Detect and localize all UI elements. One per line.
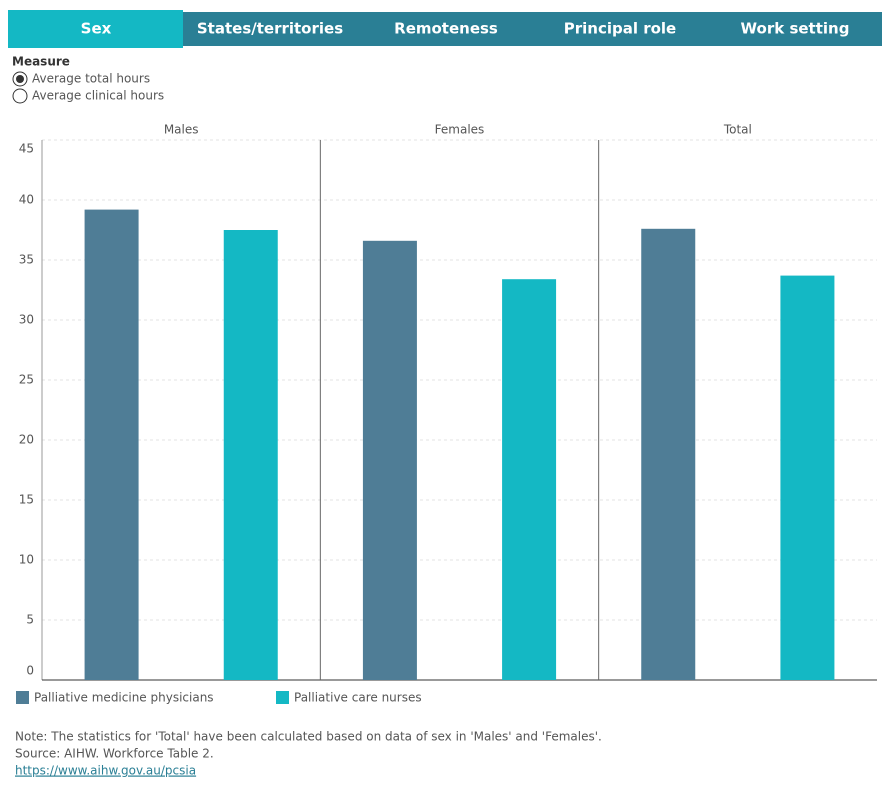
- y-tick-label: 20: [19, 433, 34, 447]
- tab[interactable]: Work setting: [741, 20, 850, 38]
- active-tab-bg: [8, 10, 183, 48]
- panel-header: Total: [723, 123, 752, 137]
- tab[interactable]: Sex: [81, 20, 112, 38]
- legend-label: Palliative medicine physicians: [34, 691, 214, 705]
- y-tick-label: 30: [19, 313, 34, 327]
- source: Source: AIHW. Workforce Table 2.: [15, 747, 214, 761]
- legend-swatch: [276, 691, 289, 704]
- radio-dot: [16, 75, 24, 83]
- panel-header: Males: [164, 123, 199, 137]
- tab[interactable]: States/territories: [197, 20, 343, 38]
- bar: [780, 275, 835, 680]
- legend-label: Palliative care nurses: [294, 691, 422, 705]
- y-tick-label: 45: [19, 142, 34, 156]
- panel-header: Females: [435, 123, 485, 137]
- bar: [84, 209, 139, 680]
- y-tick-label: 10: [19, 553, 34, 567]
- y-tick-label: 25: [19, 373, 34, 387]
- y-tick-label: 15: [19, 493, 34, 507]
- bar: [502, 279, 557, 680]
- note: Note: The statistics for 'Total' have be…: [15, 730, 602, 744]
- bar: [223, 230, 278, 680]
- bar: [362, 240, 417, 681]
- legend-swatch: [16, 691, 29, 704]
- bar: [641, 228, 696, 681]
- link[interactable]: https://www.aihw.gov.au/pcsia: [15, 764, 196, 778]
- y-tick-label: 40: [19, 193, 34, 207]
- tab[interactable]: Remoteness: [394, 20, 498, 38]
- y-tick-label: 0: [26, 664, 34, 678]
- measure-title: Measure: [12, 55, 70, 69]
- radio-label[interactable]: Average total hours: [32, 72, 150, 86]
- radio[interactable]: [12, 88, 28, 104]
- y-tick-label: 5: [26, 613, 34, 627]
- tab[interactable]: Principal role: [564, 20, 677, 38]
- radio-label[interactable]: Average clinical hours: [32, 89, 164, 103]
- y-tick-label: 35: [19, 253, 34, 267]
